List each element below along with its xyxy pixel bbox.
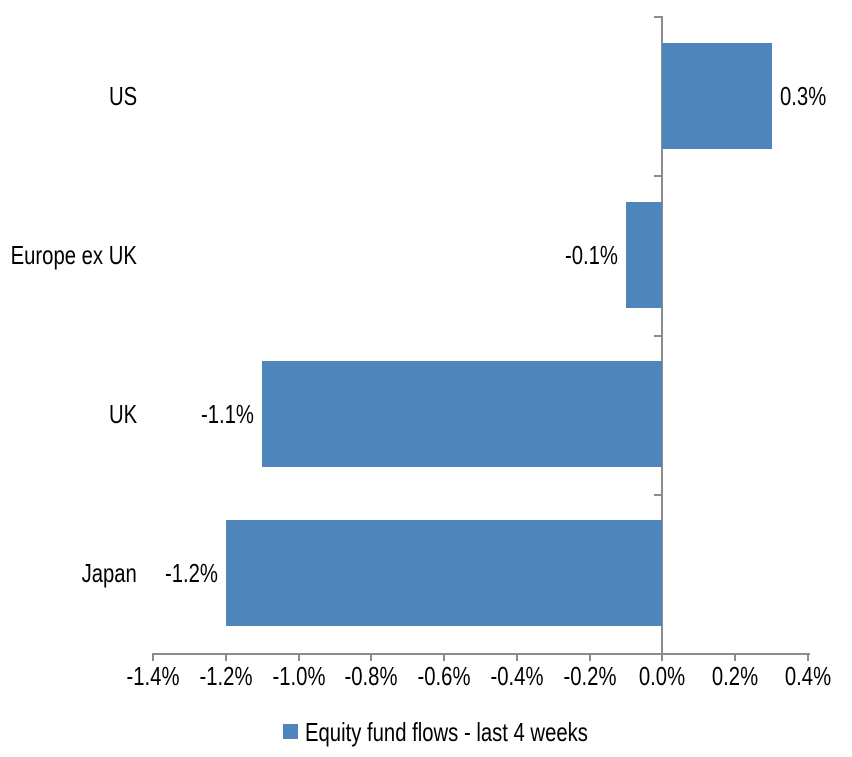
x-axis-line: [152, 653, 810, 655]
x-axis-tick: [224, 653, 227, 661]
category-axis-tick: [654, 494, 662, 496]
category-label-japan: Japan: [81, 558, 137, 589]
x-axis-tick-label: -1.2%: [199, 661, 253, 691]
category-label-uk: UK: [108, 399, 137, 430]
x-axis-tick: [807, 653, 809, 661]
zero-axis-line: [661, 16, 664, 653]
bar-us: [662, 42, 772, 149]
data-label-japan: -1.2%: [164, 558, 218, 589]
legend: Equity fund flows - last 4 weeks: [283, 717, 668, 746]
legend-marker-icon: [283, 724, 298, 739]
data-label-europe-ex-uk: -0.1%: [565, 239, 619, 270]
x-axis-tick-label: -0.6%: [417, 661, 471, 691]
x-axis-tick: [370, 653, 373, 661]
category-label-europe-ex-uk: Europe ex UK: [10, 239, 137, 270]
category-label-us: US: [108, 80, 137, 111]
category-axis-tick: [654, 335, 662, 337]
bar-uk: [262, 361, 663, 468]
bar-europe-ex-uk: [626, 201, 663, 308]
x-axis-tick: [297, 653, 300, 661]
x-axis-tick-label: 0.4%: [784, 661, 832, 691]
x-axis-tick: [443, 653, 446, 661]
bar-japan: [225, 520, 663, 627]
x-axis-tick-label: 0.2%: [712, 661, 759, 691]
category-axis-tick: [654, 175, 662, 177]
x-axis-tick-label: -0.2%: [563, 661, 617, 691]
x-axis-tick: [152, 653, 154, 661]
x-axis-tick: [588, 653, 591, 661]
data-label-uk: -1.1%: [201, 399, 255, 430]
category-axis-tick: [654, 16, 662, 18]
x-axis-tick: [661, 653, 664, 661]
x-axis-tick-label: -0.8%: [344, 661, 398, 691]
legend-label: Equity fund flows - last 4 weeks: [305, 716, 588, 747]
x-axis-tick-label: -1.0%: [272, 661, 326, 691]
data-label-us: 0.3%: [779, 80, 826, 111]
x-axis-tick: [734, 653, 737, 661]
x-axis-tick-label: -0.4%: [490, 661, 544, 691]
x-axis-tick-label: 0.0%: [639, 661, 686, 691]
x-axis-tick: [515, 653, 518, 661]
x-axis-tick-label: -1.4%: [126, 661, 180, 691]
